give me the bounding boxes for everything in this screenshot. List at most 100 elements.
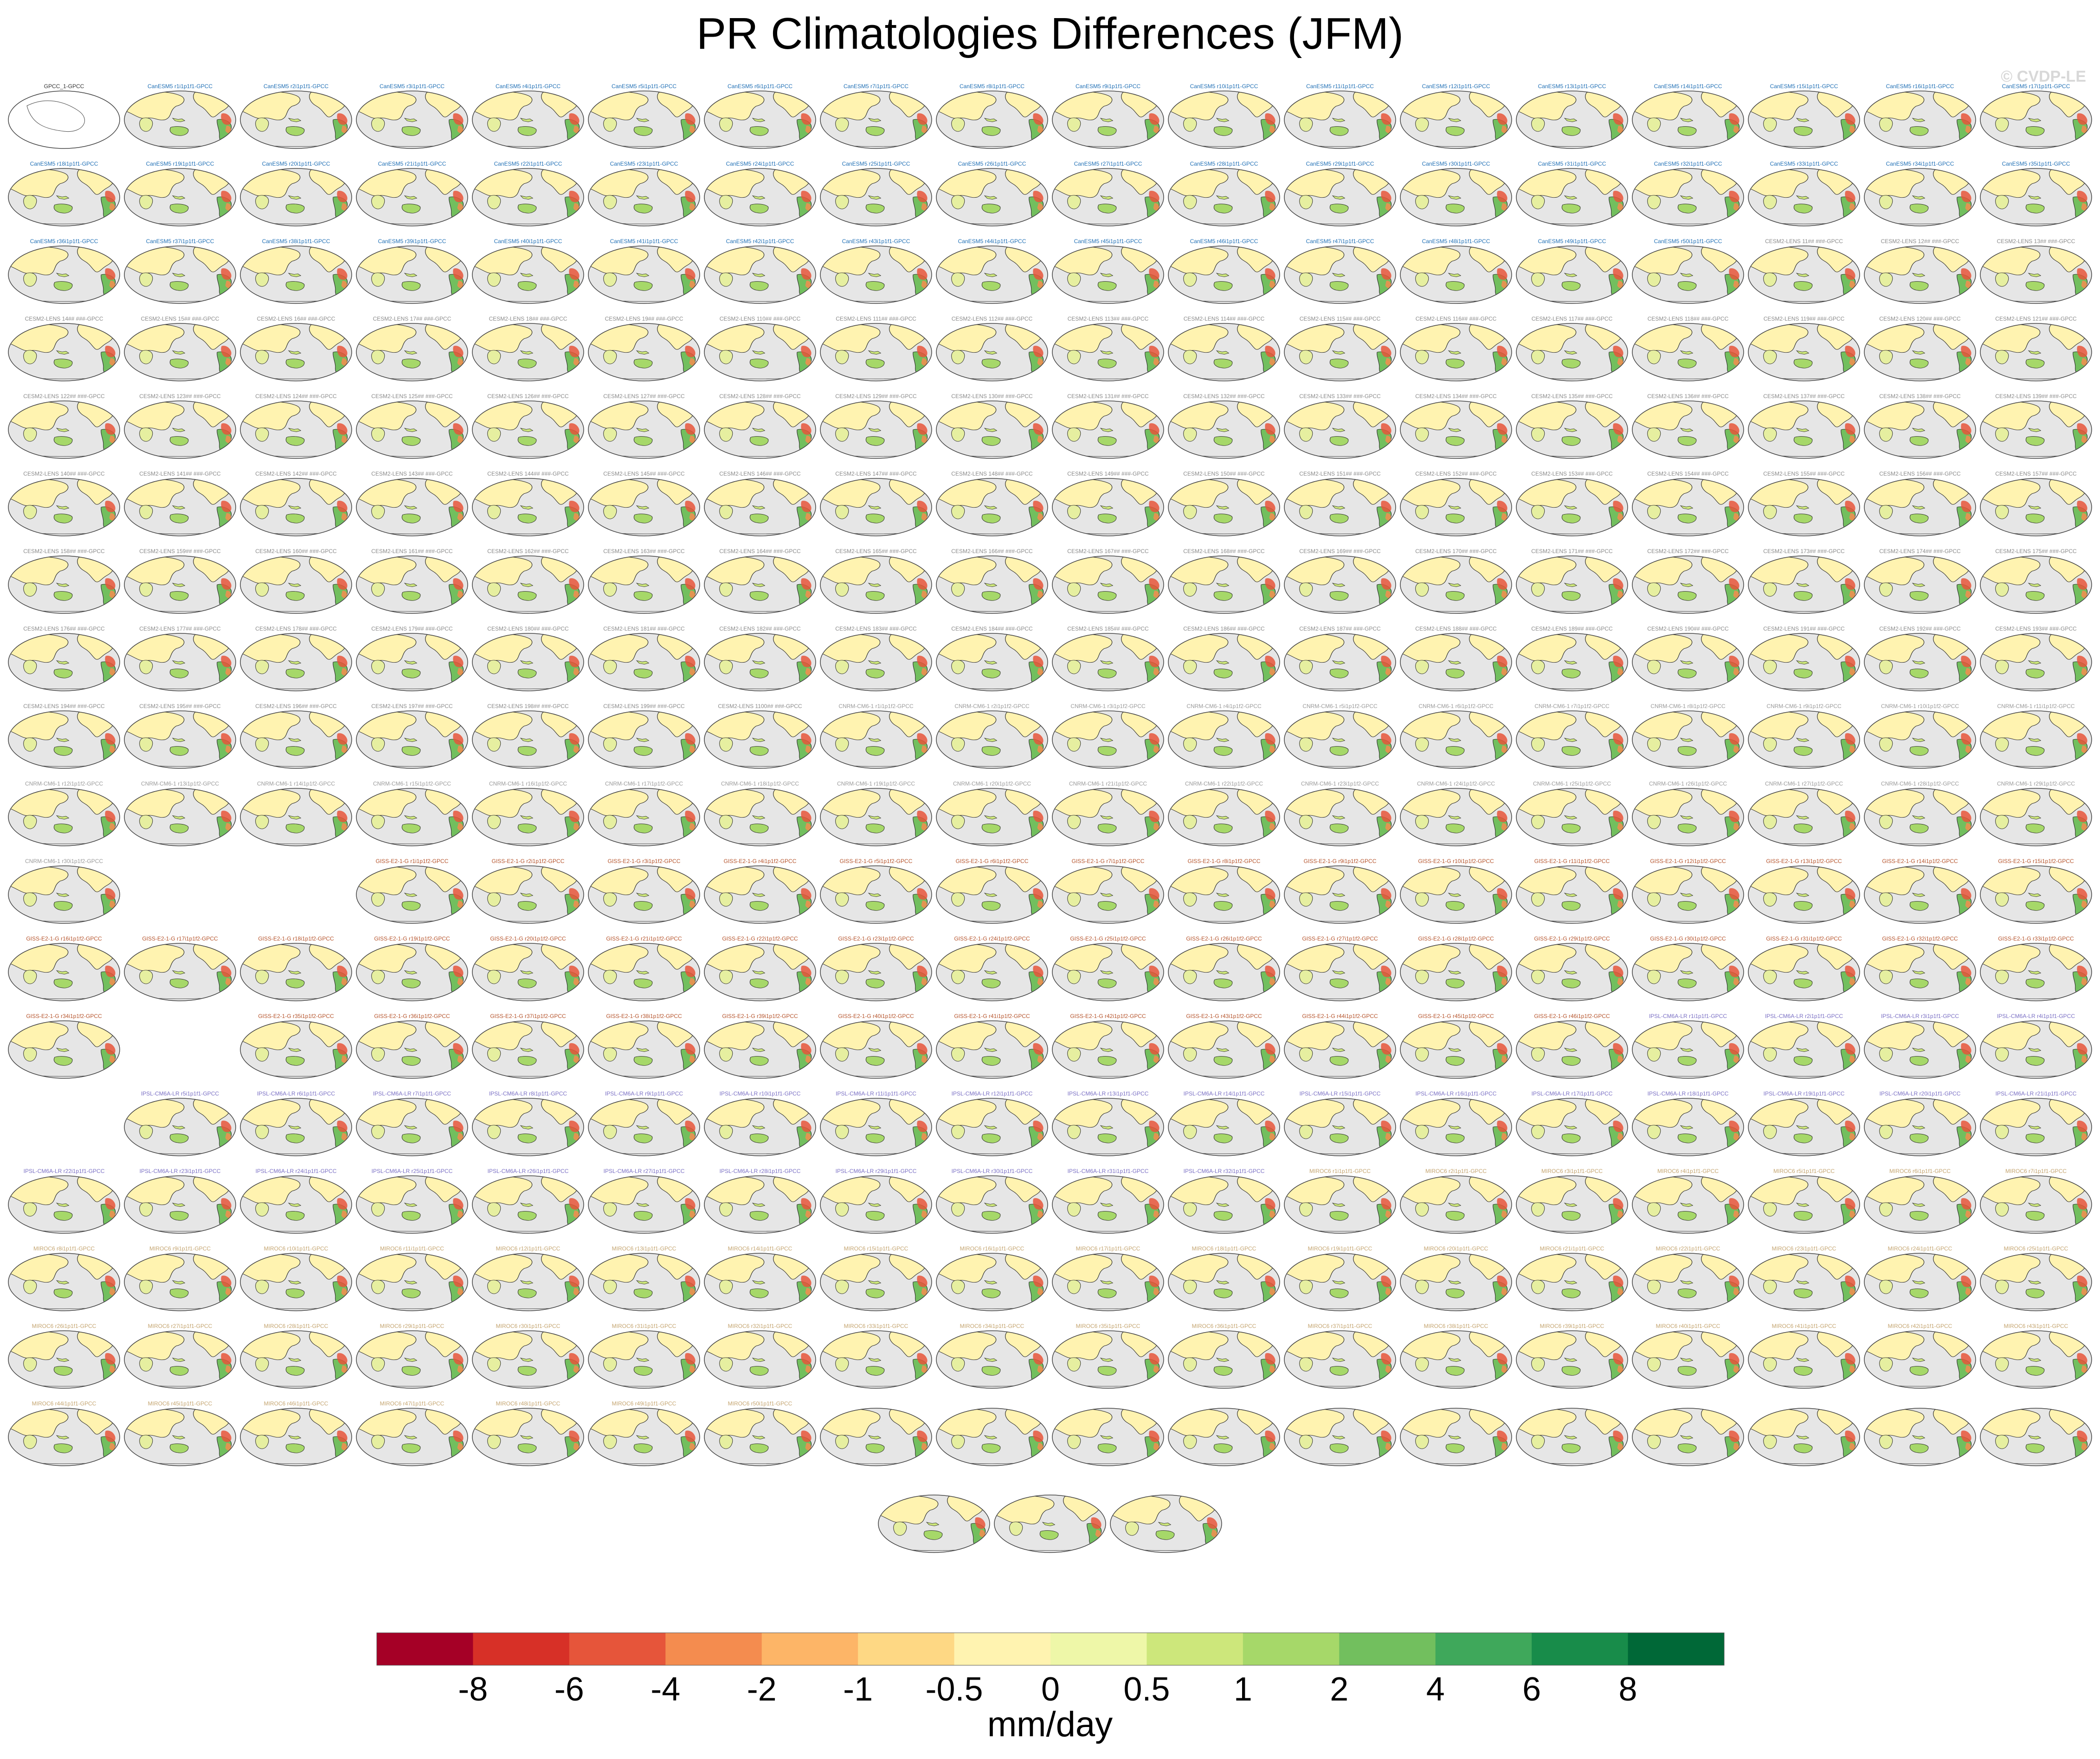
panel-title: MIROC6 r29i1p1f1-GPCC	[380, 1323, 444, 1329]
map-panel: CNRM-CM6-1 r28i1p1f2-GPCC	[1864, 780, 1976, 846]
map-panel: CESM2-LENS 150## ###-GPCC	[1168, 470, 1280, 536]
map-panel: GISS-E2-1-G r12i1p1f2-GPCC	[1632, 858, 1744, 924]
panel-title: MIROC6 r23i1p1f1-GPCC	[1772, 1245, 1836, 1252]
panel-title: GISS-E2-1-G r9i1p1f2-GPCC	[1304, 858, 1377, 864]
map-panel: IPSL-CM6A-LR r23i1p1f1-GPCC	[124, 1168, 236, 1234]
map-panel	[1980, 1408, 2092, 1466]
map-panel: CanESM5 r1i1p1f1-GPCC	[124, 83, 236, 149]
panel-title: CESM2-LENS 146## ###-GPCC	[719, 470, 801, 477]
panel-title: CESM2-LENS 112## ###-GPCC	[952, 316, 1033, 322]
panel-title: GISS-E2-1-G r10i1p1f2-GPCC	[1418, 858, 1494, 864]
map-panel: CESM2-LENS 129## ###-GPCC	[820, 393, 932, 459]
map-panel: IPSL-CM6A-LR r18i1p1f1-GPCC	[1632, 1090, 1744, 1156]
panel-title: CESM2-LENS 129## ###-GPCC	[835, 393, 917, 399]
map-panel: CanESM5 r40i1p1f1-GPCC	[472, 238, 584, 304]
map-panel: CESM2-LENS 161## ###-GPCC	[356, 548, 468, 614]
panel-title: CanESM5 r30i1p1f1-GPCC	[1422, 161, 1490, 167]
panel-title: MIROC6 r30i1p1f1-GPCC	[496, 1323, 560, 1329]
panel-title: GISS-E2-1-G r5i1p1f2-GPCC	[840, 858, 913, 864]
map-panel: IPSL-CM6A-LR r13i1p1f1-GPCC	[1052, 1090, 1164, 1156]
panel-title: GISS-E2-1-G r7i1p1f2-GPCC	[1072, 858, 1145, 864]
panel-title: GISS-E2-1-G r35i1p1f2-GPCC	[258, 1013, 334, 1019]
panel-title: CanESM5 r45i1p1f1-GPCC	[1074, 238, 1142, 245]
page-title: PR Climatologies Differences (JFM)	[696, 9, 1404, 58]
panel-title: MIROC6 r8i1p1f1-GPCC	[33, 1245, 95, 1252]
panel-title: CESM2-LENS 1100## ###-GPCC	[718, 703, 802, 709]
map-panel: CESM2-LENS 176## ###-GPCC	[8, 625, 120, 691]
panel-title: CanESM5 r2i1p1f1-GPCC	[264, 83, 329, 90]
panel-title: MIROC6 r22i1p1f1-GPCC	[1656, 1245, 1720, 1252]
map-panel: CanESM5 r13i1p1f1-GPCC	[1516, 83, 1628, 149]
map-panel	[994, 1495, 1106, 1553]
map-panel	[1168, 1408, 1280, 1466]
panel-title: CESM2-LENS 157## ###-GPCC	[1995, 470, 2077, 477]
map-panel: CESM2-LENS 159## ###-GPCC	[124, 548, 236, 614]
panel-title: CESM2-LENS 11## ###-GPCC	[1765, 238, 1843, 245]
panel-title: GISS-E2-1-G r41i1p1f2-GPCC	[954, 1013, 1030, 1019]
map-panel: CanESM5 r28i1p1f1-GPCC	[1168, 161, 1280, 226]
panel-title: CNRM-CM6-1 r8i1p1f2-GPCC	[1650, 703, 1726, 709]
map-panel: CESM2-LENS 115## ###-GPCC	[1284, 316, 1396, 381]
panel-title: IPSL-CM6A-LR r19i1p1f1-GPCC	[1764, 1090, 1845, 1097]
map-panel: CESM2-LENS 183## ###-GPCC	[820, 625, 932, 691]
map-panel: CESM2-LENS 164## ###-GPCC	[704, 548, 816, 614]
map-panel: CESM2-LENS 180## ###-GPCC	[472, 625, 584, 691]
map-panel: CESM2-LENS 186## ###-GPCC	[1168, 625, 1280, 691]
map-panel: MIROC6 r11i1p1f1-GPCC	[356, 1245, 468, 1311]
panel-title: MIROC6 r2i1p1f1-GPCC	[1425, 1168, 1487, 1174]
panel-title: CESM2-LENS 139## ###-GPCC	[1995, 393, 2077, 399]
map-panel: CESM2-LENS 169## ###-GPCC	[1284, 548, 1396, 614]
panel-title: CESM2-LENS 137## ###-GPCC	[1763, 393, 1845, 399]
panel-title: CanESM5 r22i1p1f1-GPCC	[494, 161, 562, 167]
map-panel: CanESM5 r38i1p1f1-GPCC	[240, 238, 352, 304]
map-panel: MIROC6 r45i1p1f1-GPCC	[124, 1400, 236, 1466]
map-panel: CESM2-LENS 153## ###-GPCC	[1516, 470, 1628, 536]
map-panel: CNRM-CM6-1 r10i1p1f2-GPCC	[1864, 703, 1976, 769]
map-panel: MIROC6 r9i1p1f1-GPCC	[124, 1245, 236, 1311]
panel-title: MIROC6 r3i1p1f1-GPCC	[1541, 1168, 1603, 1174]
map-panel: CanESM5 r42i1p1f1-GPCC	[704, 238, 816, 304]
panel-title: MIROC6 r35i1p1f1-GPCC	[1076, 1323, 1140, 1329]
map-panel: CanESM5 r41i1p1f1-GPCC	[588, 238, 700, 304]
map-panel: CNRM-CM6-1 r5i1p1f2-GPCC	[1284, 703, 1396, 769]
map-panel: MIROC6 r34i1p1f1-GPCC	[936, 1323, 1048, 1389]
panel-title: CNRM-CM6-1 r25i1p1f2-GPCC	[1533, 780, 1611, 787]
map-panel: CESM2-LENS 134## ###-GPCC	[1400, 393, 1512, 459]
panel-title: MIROC6 r47i1p1f1-GPCC	[380, 1400, 444, 1407]
panel-title: CESM2-LENS 17## ###-GPCC	[373, 316, 451, 322]
map-panel: CanESM5 r39i1p1f1-GPCC	[356, 238, 468, 304]
panel-title: CESM2-LENS 178## ###-GPCC	[255, 625, 337, 632]
map-panel: CNRM-CM6-1 r25i1p1f2-GPCC	[1516, 780, 1628, 846]
map-panel: CESM2-LENS 123## ###-GPCC	[124, 393, 236, 459]
panel-title: CanESM5 r36i1p1f1-GPCC	[30, 238, 98, 245]
panel-title: CNRM-CM6-1 r1i1p1f2-GPCC	[838, 703, 914, 709]
panel-title: CanESM5 r34i1p1f1-GPCC	[1886, 161, 1954, 167]
map-panel: CNRM-CM6-1 r27i1p1f2-GPCC	[1748, 780, 1860, 846]
panel-title: CESM2-LENS 133## ###-GPCC	[1299, 393, 1381, 399]
panel-title: MIROC6 r42i1p1f1-GPCC	[1888, 1323, 1952, 1329]
panel-title: IPSL-CM6A-LR r3i1p1f1-GPCC	[1881, 1013, 1959, 1019]
map-panel: CESM2-LENS 182## ###-GPCC	[704, 625, 816, 691]
map-panel: MIROC6 r37i1p1f1-GPCC	[1284, 1323, 1396, 1389]
panel-title: CESM2-LENS 191## ###-GPCC	[1763, 625, 1845, 632]
map-panel: CNRM-CM6-1 r16i1p1f2-GPCC	[472, 780, 584, 846]
map-panel: IPSL-CM6A-LR r30i1p1f1-GPCC	[936, 1168, 1048, 1234]
map-panel: MIROC6 r29i1p1f1-GPCC	[356, 1323, 468, 1389]
panel-title: CanESM5 r28i1p1f1-GPCC	[1190, 161, 1258, 167]
panel-title: GISS-E2-1-G r16i1p1f2-GPCC	[26, 935, 102, 942]
panel-title: CESM2-LENS 136## ###-GPCC	[1647, 393, 1729, 399]
panel-title: IPSL-CM6A-LR r25i1p1f1-GPCC	[372, 1168, 453, 1174]
map-panel: GISS-E2-1-G r40i1p1f2-GPCC	[820, 1013, 932, 1079]
panel-title: IPSL-CM6A-LR r28i1p1f1-GPCC	[720, 1168, 801, 1174]
map-panel: CESM2-LENS 142## ###-GPCC	[240, 470, 352, 536]
panel-title: CESM2-LENS 168## ###-GPCC	[1183, 548, 1265, 554]
map-panel: CESM2-LENS 160## ###-GPCC	[240, 548, 352, 614]
panel-title: IPSL-CM6A-LR r2i1p1f1-GPCC	[1765, 1013, 1843, 1019]
panel-title: GISS-E2-1-G r13i1p1f2-GPCC	[1766, 858, 1842, 864]
map-panel: CESM2-LENS 158## ###-GPCC	[8, 548, 120, 614]
map-panel: CESM2-LENS 199## ###-GPCC	[588, 703, 700, 769]
panel-title: CanESM5 r17i1p1f1-GPCC	[2002, 83, 2070, 90]
panel-title: CanESM5 r41i1p1f1-GPCC	[610, 238, 678, 245]
panel-title: GISS-E2-1-G r37i1p1f2-GPCC	[490, 1013, 566, 1019]
map-panel: CESM2-LENS 116## ###-GPCC	[1400, 316, 1512, 381]
